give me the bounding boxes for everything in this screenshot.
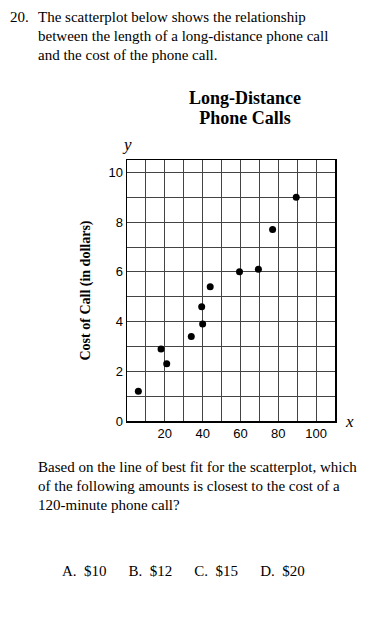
- svg-text:60: 60: [233, 426, 247, 441]
- html-text:The scatterplot below shows th: The scatterplot below shows the relation…: [38, 9, 329, 63]
- svg-text:y: y: [122, 135, 132, 154]
- svg-text:10: 10: [108, 165, 122, 180]
- svg-text:20: 20: [158, 426, 172, 441]
- html-text:D. $20: D. $20: [260, 563, 305, 579]
- html-text:Long-Distance Phone Calls: Long-Distance Phone Calls: [189, 88, 301, 128]
- svg-text:0: 0: [116, 414, 123, 429]
- svg-text:4: 4: [116, 314, 123, 329]
- html-text:Based on the line of best fit: Based on the line of best fit for the sc…: [38, 459, 357, 513]
- html-text:B. $12: B. $12: [128, 563, 173, 579]
- html-text:A. $10: A. $10: [62, 563, 107, 579]
- svg-text:80: 80: [271, 426, 285, 441]
- svg-text:2: 2: [116, 364, 123, 379]
- svg-text:8: 8: [116, 215, 123, 230]
- svg-text:6: 6: [116, 264, 123, 279]
- svg-text:100: 100: [305, 426, 327, 441]
- svg-text:Cost of Call (in dollars): Cost of Call (in dollars): [78, 220, 94, 360]
- html-text:C. $15: C. $15: [194, 563, 239, 579]
- svg-text:40: 40: [195, 426, 209, 441]
- html-text:20.: 20.: [10, 9, 29, 25]
- svg-text:x: x: [345, 412, 354, 431]
